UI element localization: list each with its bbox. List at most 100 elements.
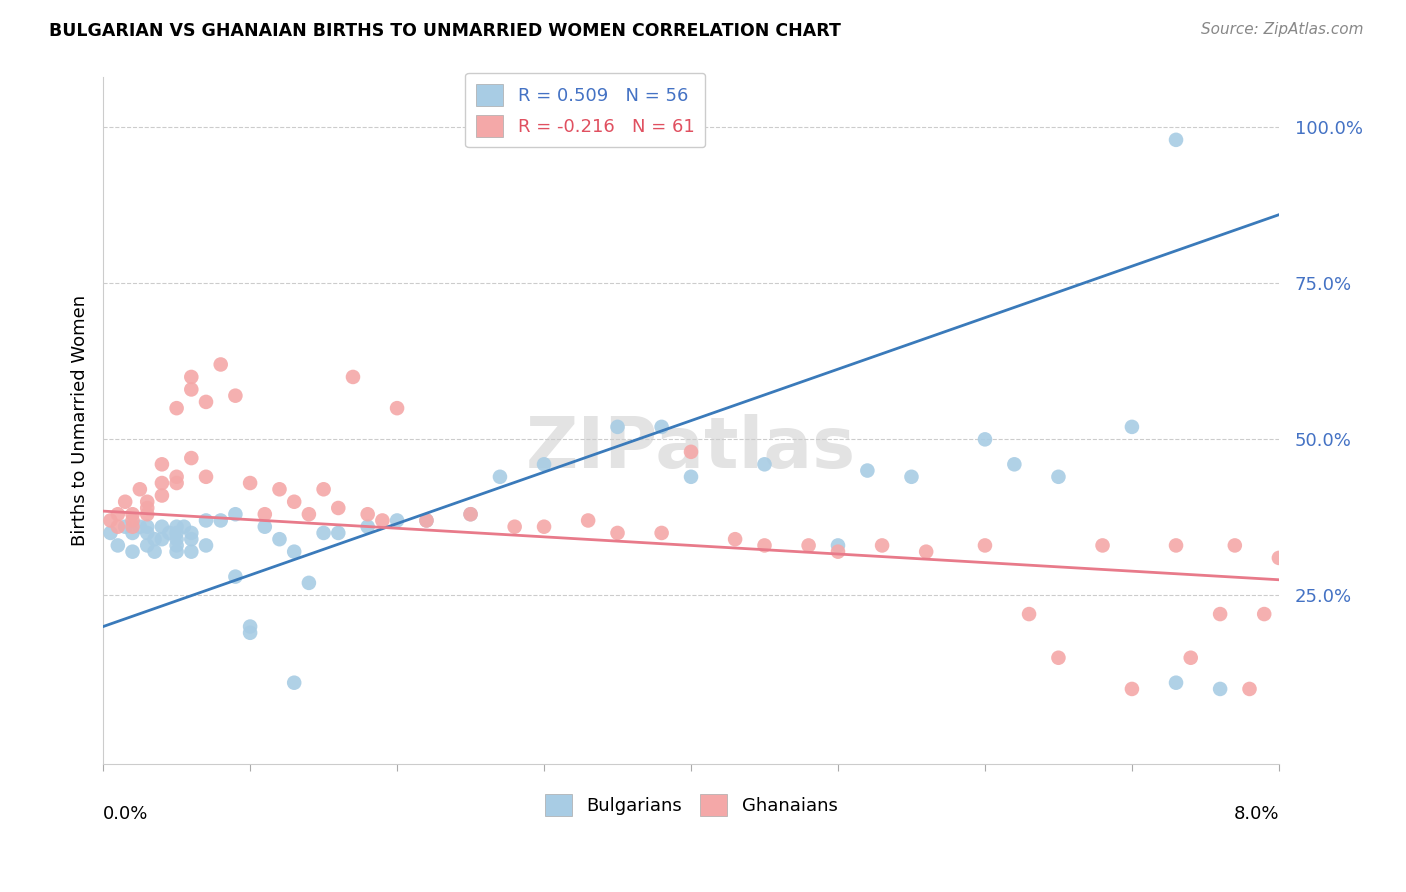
Point xyxy=(606,420,628,434)
Point xyxy=(209,358,232,372)
Point xyxy=(385,513,408,527)
Point xyxy=(269,532,291,546)
Point xyxy=(1047,470,1070,484)
Point xyxy=(651,420,673,434)
Point xyxy=(143,544,166,558)
Point xyxy=(371,513,394,527)
Point xyxy=(136,519,159,533)
Point xyxy=(136,507,159,521)
Point xyxy=(1164,675,1187,690)
Point xyxy=(100,525,122,540)
Point xyxy=(166,401,188,416)
Point xyxy=(856,464,879,478)
Point xyxy=(180,370,202,384)
Point xyxy=(166,476,188,491)
Point xyxy=(724,532,747,546)
Point xyxy=(1002,458,1025,472)
Point xyxy=(136,500,159,515)
Point xyxy=(489,470,512,484)
Point xyxy=(1209,681,1232,696)
Point xyxy=(460,507,482,521)
Point xyxy=(974,538,997,552)
Point xyxy=(166,470,188,484)
Point xyxy=(195,470,218,484)
Point xyxy=(239,625,262,640)
Point xyxy=(328,525,350,540)
Point xyxy=(460,507,482,521)
Point xyxy=(357,507,380,521)
Point xyxy=(239,476,262,491)
Point xyxy=(754,538,776,552)
Point xyxy=(107,519,129,533)
Point xyxy=(1121,420,1143,434)
Point xyxy=(1180,650,1202,665)
Point xyxy=(915,544,938,558)
Point xyxy=(269,483,291,497)
Point xyxy=(150,519,173,533)
Legend: Bulgarians, Ghanaians: Bulgarians, Ghanaians xyxy=(537,787,845,823)
Point xyxy=(114,519,136,533)
Point xyxy=(114,494,136,508)
Point xyxy=(1164,133,1187,147)
Point xyxy=(1091,538,1114,552)
Point xyxy=(128,519,150,533)
Point xyxy=(180,383,202,397)
Point xyxy=(121,513,143,527)
Point xyxy=(651,525,673,540)
Point xyxy=(900,470,922,484)
Point xyxy=(180,544,202,558)
Point xyxy=(328,500,350,515)
Text: ZIPatlas: ZIPatlas xyxy=(526,414,856,483)
Text: 8.0%: 8.0% xyxy=(1233,805,1279,823)
Point xyxy=(224,569,246,583)
Point xyxy=(195,538,218,552)
Point xyxy=(166,525,188,540)
Point xyxy=(754,458,776,472)
Point xyxy=(312,525,335,540)
Point xyxy=(1164,538,1187,552)
Point xyxy=(224,507,246,521)
Text: 0.0%: 0.0% xyxy=(103,805,149,823)
Point xyxy=(107,538,129,552)
Point xyxy=(150,458,173,472)
Point xyxy=(166,538,188,552)
Point xyxy=(136,525,159,540)
Text: Source: ZipAtlas.com: Source: ZipAtlas.com xyxy=(1201,22,1364,37)
Point xyxy=(136,538,159,552)
Point xyxy=(503,519,526,533)
Point xyxy=(180,451,202,466)
Point xyxy=(679,445,702,459)
Point xyxy=(1268,550,1291,565)
Point xyxy=(342,370,364,384)
Point xyxy=(415,513,437,527)
Point xyxy=(121,519,143,533)
Point xyxy=(385,401,408,416)
Point xyxy=(1047,650,1070,665)
Point xyxy=(239,619,262,633)
Point xyxy=(150,476,173,491)
Point xyxy=(827,544,849,558)
Point xyxy=(533,458,555,472)
Point xyxy=(150,532,173,546)
Point xyxy=(224,389,246,403)
Point xyxy=(283,544,305,558)
Point xyxy=(606,525,628,540)
Point xyxy=(166,532,188,546)
Point xyxy=(209,513,232,527)
Point xyxy=(128,483,150,497)
Point xyxy=(166,544,188,558)
Point xyxy=(1253,607,1275,621)
Point xyxy=(195,513,218,527)
Point xyxy=(797,538,820,552)
Point xyxy=(157,525,180,540)
Point xyxy=(253,507,276,521)
Point xyxy=(974,433,997,447)
Y-axis label: Births to Unmarried Women: Births to Unmarried Women xyxy=(72,295,89,546)
Point xyxy=(576,513,599,527)
Point xyxy=(173,519,195,533)
Point xyxy=(150,489,173,503)
Point xyxy=(253,519,276,533)
Point xyxy=(1209,607,1232,621)
Point xyxy=(143,532,166,546)
Point xyxy=(357,519,380,533)
